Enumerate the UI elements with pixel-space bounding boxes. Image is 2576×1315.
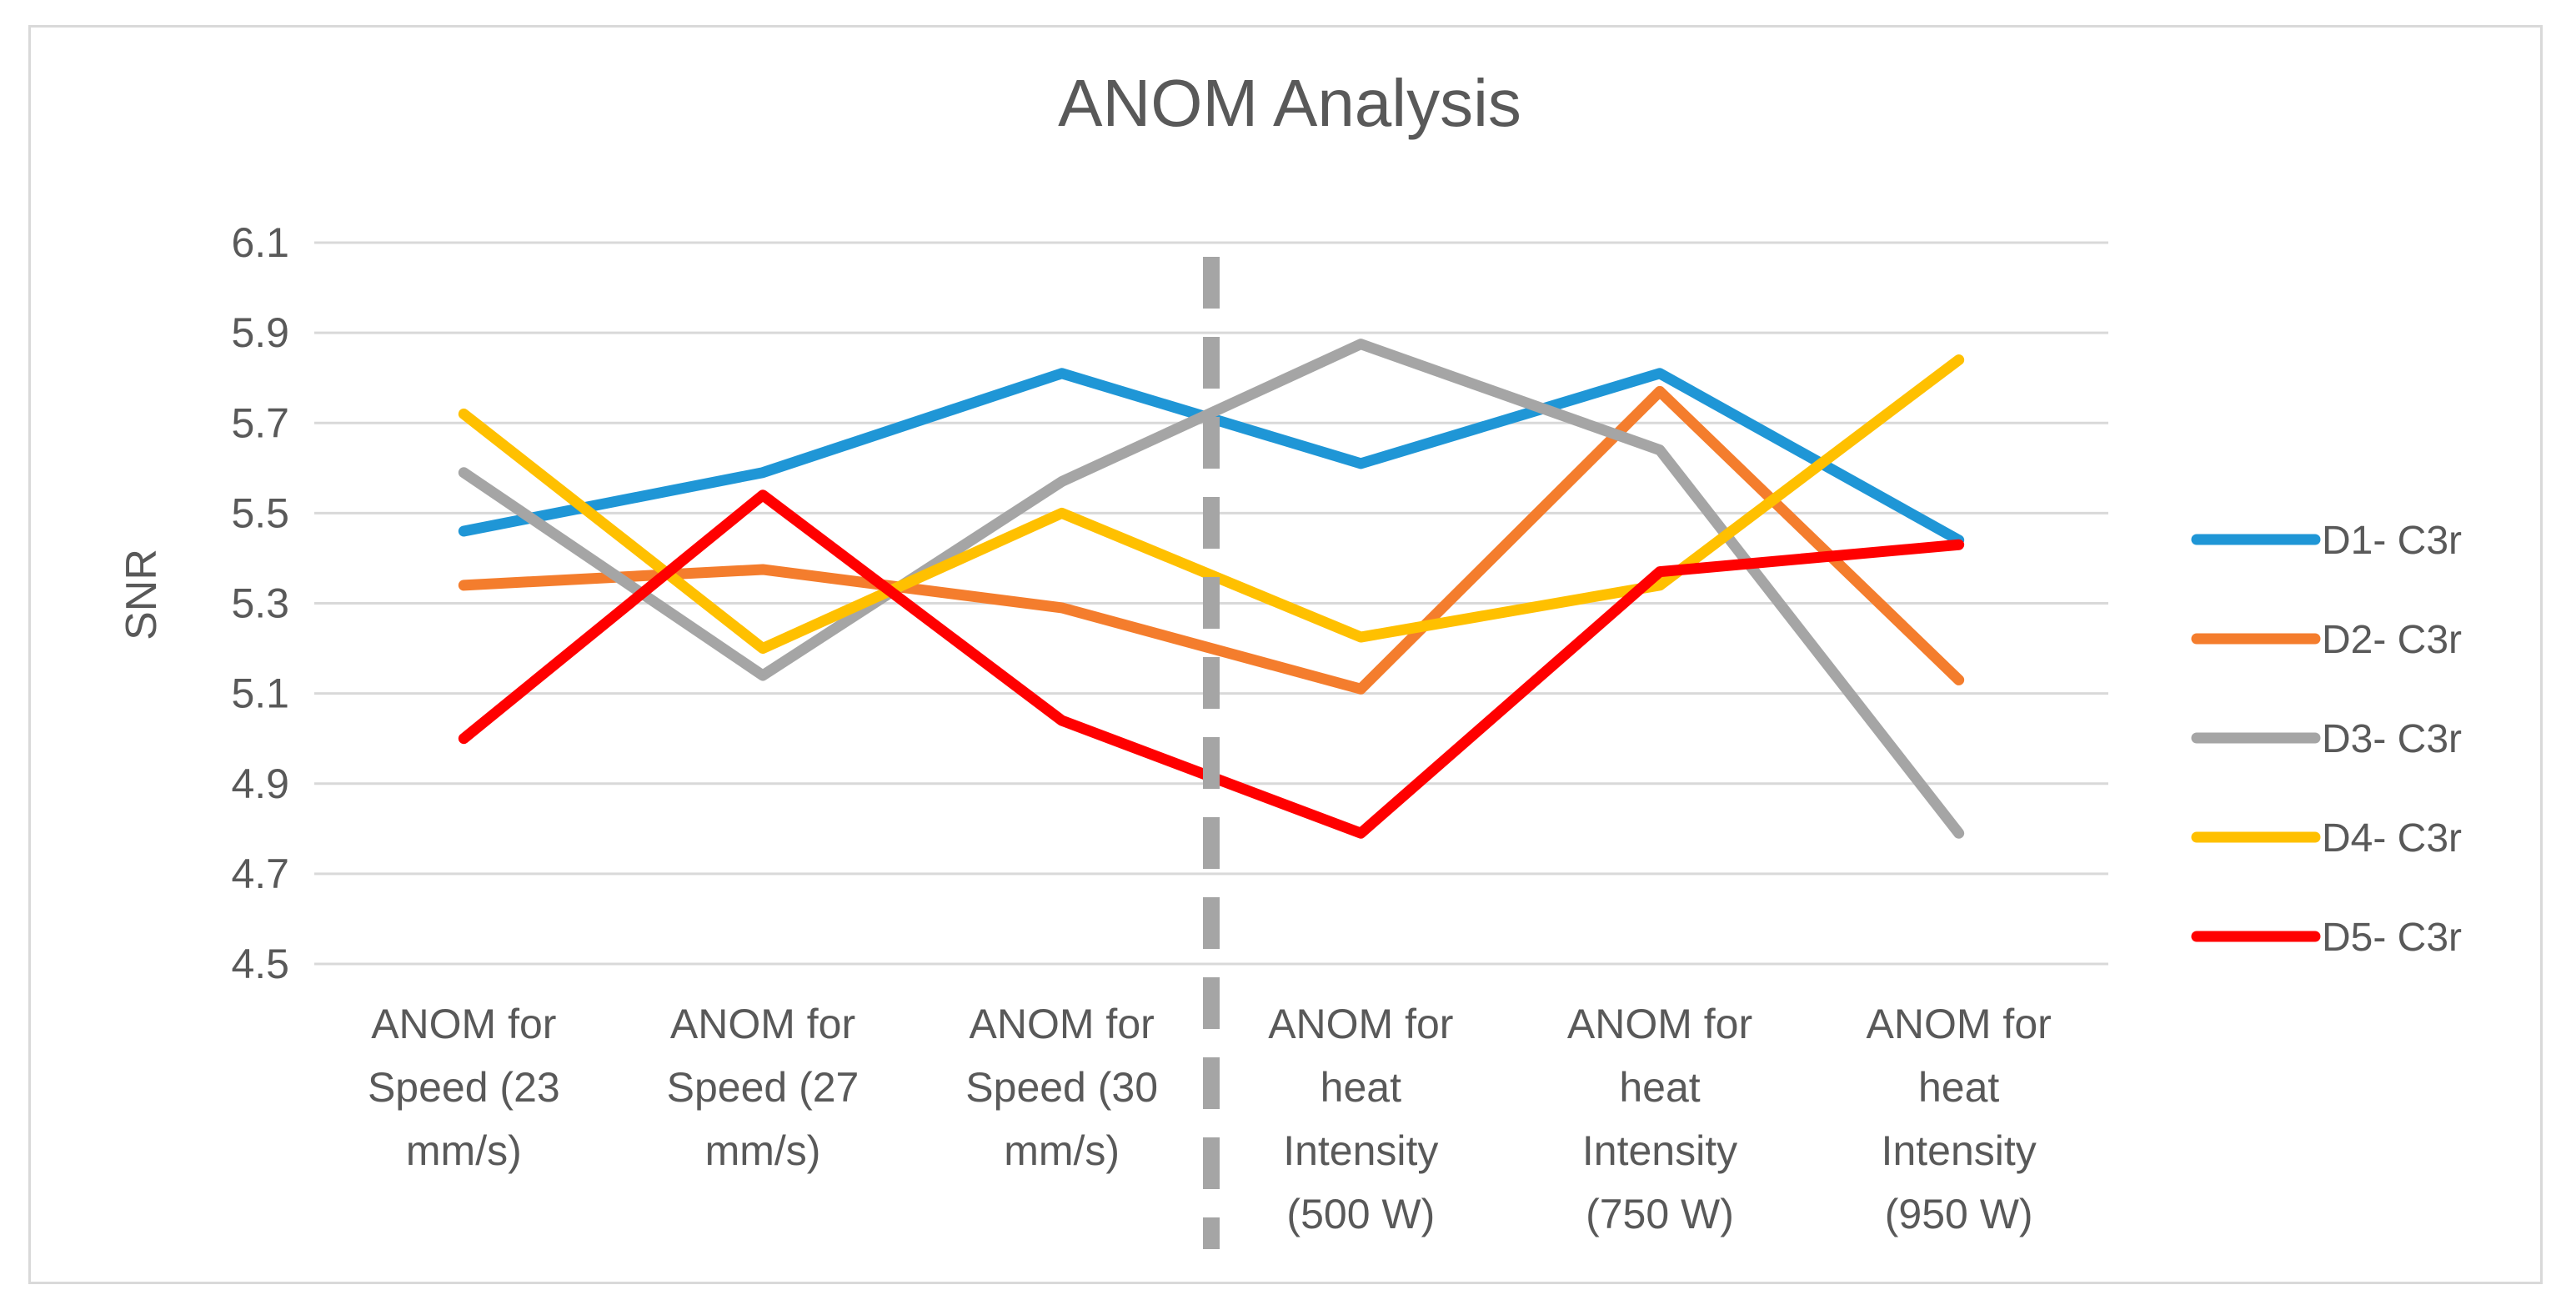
- data-point: [762, 471, 764, 474]
- data-point: [1957, 359, 1960, 361]
- y-tick-label: 5.5: [231, 489, 289, 536]
- legend-label: D2- C3r: [2322, 618, 2462, 662]
- data-point: [1360, 343, 1362, 345]
- x-category-label: Intensity: [1882, 1127, 2037, 1174]
- y-tick-label: 5.3: [231, 580, 289, 627]
- x-category-label: (500 W): [1286, 1191, 1435, 1237]
- x-category-label: ANOM for: [1567, 1001, 1752, 1047]
- data-point: [463, 530, 465, 532]
- legend-label: D1- C3r: [2322, 519, 2462, 563]
- legend-label: D5- C3r: [2322, 916, 2462, 960]
- series-line-4: [458, 354, 1965, 655]
- data-point: [1659, 449, 1661, 451]
- data-point: [762, 494, 764, 496]
- y-tick-label: 5.1: [231, 670, 289, 717]
- y-tick-label: 5.9: [231, 309, 289, 356]
- x-category-label: mm/s): [406, 1127, 522, 1174]
- x-category-label: heat: [1918, 1064, 1999, 1111]
- legend: D1- C3r D2- C3r D3- C3r D4- C3r D5- C3r: [2191, 519, 2462, 960]
- x-category-label: heat: [1619, 1064, 1700, 1111]
- data-point: [463, 471, 465, 474]
- data-point: [1060, 480, 1063, 483]
- data-point: [1060, 720, 1063, 722]
- data-point: [1360, 636, 1362, 639]
- data-point: [762, 647, 764, 650]
- x-category-label: mm/s): [705, 1127, 821, 1174]
- data-point: [463, 584, 465, 586]
- data-point: [1659, 584, 1661, 586]
- x-category-label: ANOM for: [1268, 1001, 1453, 1047]
- data-point: [1060, 512, 1063, 514]
- x-category-label: Speed (23: [368, 1064, 560, 1111]
- x-category-label: ANOM for: [970, 1001, 1155, 1047]
- y-tick-label: 4.7: [231, 851, 289, 897]
- x-category-label: Intensity: [1283, 1127, 1438, 1174]
- x-category-label: mm/s): [1004, 1127, 1120, 1174]
- legend-label: D4- C3r: [2322, 816, 2462, 861]
- x-category-label: ANOM for: [371, 1001, 556, 1047]
- data-point: [1360, 832, 1362, 835]
- x-category-labels: ANOM for Speed (23 mm/s) ANOM for Speed (27 m…: [368, 1001, 2052, 1237]
- anom-line-chart: ANOM Analysis SNR 6.1 5.9 5.7 5.5 5.3 5.1 4.9 4…: [118, 66, 2462, 1249]
- y-tick-label: 6.1: [231, 219, 289, 266]
- data-point: [1659, 570, 1661, 573]
- data-point: [1659, 390, 1661, 393]
- data-point: [1360, 462, 1362, 464]
- data-point: [1060, 372, 1063, 374]
- data-point: [762, 568, 764, 570]
- series-line-2: [458, 385, 1965, 695]
- chart-title: ANOM Analysis: [1058, 66, 1521, 140]
- x-category-label: (750 W): [1586, 1191, 1734, 1237]
- x-category-label: ANOM for: [670, 1001, 855, 1047]
- x-category-label: Speed (27: [667, 1064, 860, 1111]
- y-axis-title: SNR: [118, 549, 166, 640]
- data-point: [1360, 688, 1362, 690]
- data-point: [463, 737, 465, 740]
- x-category-label: (950 W): [1885, 1191, 2033, 1237]
- data-point: [762, 675, 764, 676]
- data-point: [1060, 606, 1063, 609]
- x-category-label: ANOM for: [1867, 1001, 2052, 1047]
- data-point: [1659, 372, 1661, 374]
- data-point: [463, 413, 465, 415]
- y-tick-label: 4.5: [231, 941, 289, 987]
- series-line-3: [458, 339, 1965, 839]
- data-point: [1957, 679, 1960, 681]
- x-category-label: heat: [1321, 1064, 1401, 1111]
- data-point: [1957, 832, 1960, 835]
- y-tick-labels: 6.1 5.9 5.7 5.5 5.3 5.1 4.9 4.7 4.5: [231, 219, 289, 987]
- x-category-label: Speed (30: [965, 1064, 1158, 1111]
- x-category-label: Intensity: [1582, 1127, 1737, 1174]
- y-tick-label: 4.9: [231, 760, 289, 807]
- y-tick-label: 5.7: [231, 399, 289, 446]
- chart-frame: ANOM Analysis SNR 6.1 5.9 5.7 5.5 5.3 5.1 4.9 4…: [28, 25, 2543, 1284]
- data-point: [1957, 544, 1960, 546]
- legend-label: D3- C3r: [2322, 717, 2462, 761]
